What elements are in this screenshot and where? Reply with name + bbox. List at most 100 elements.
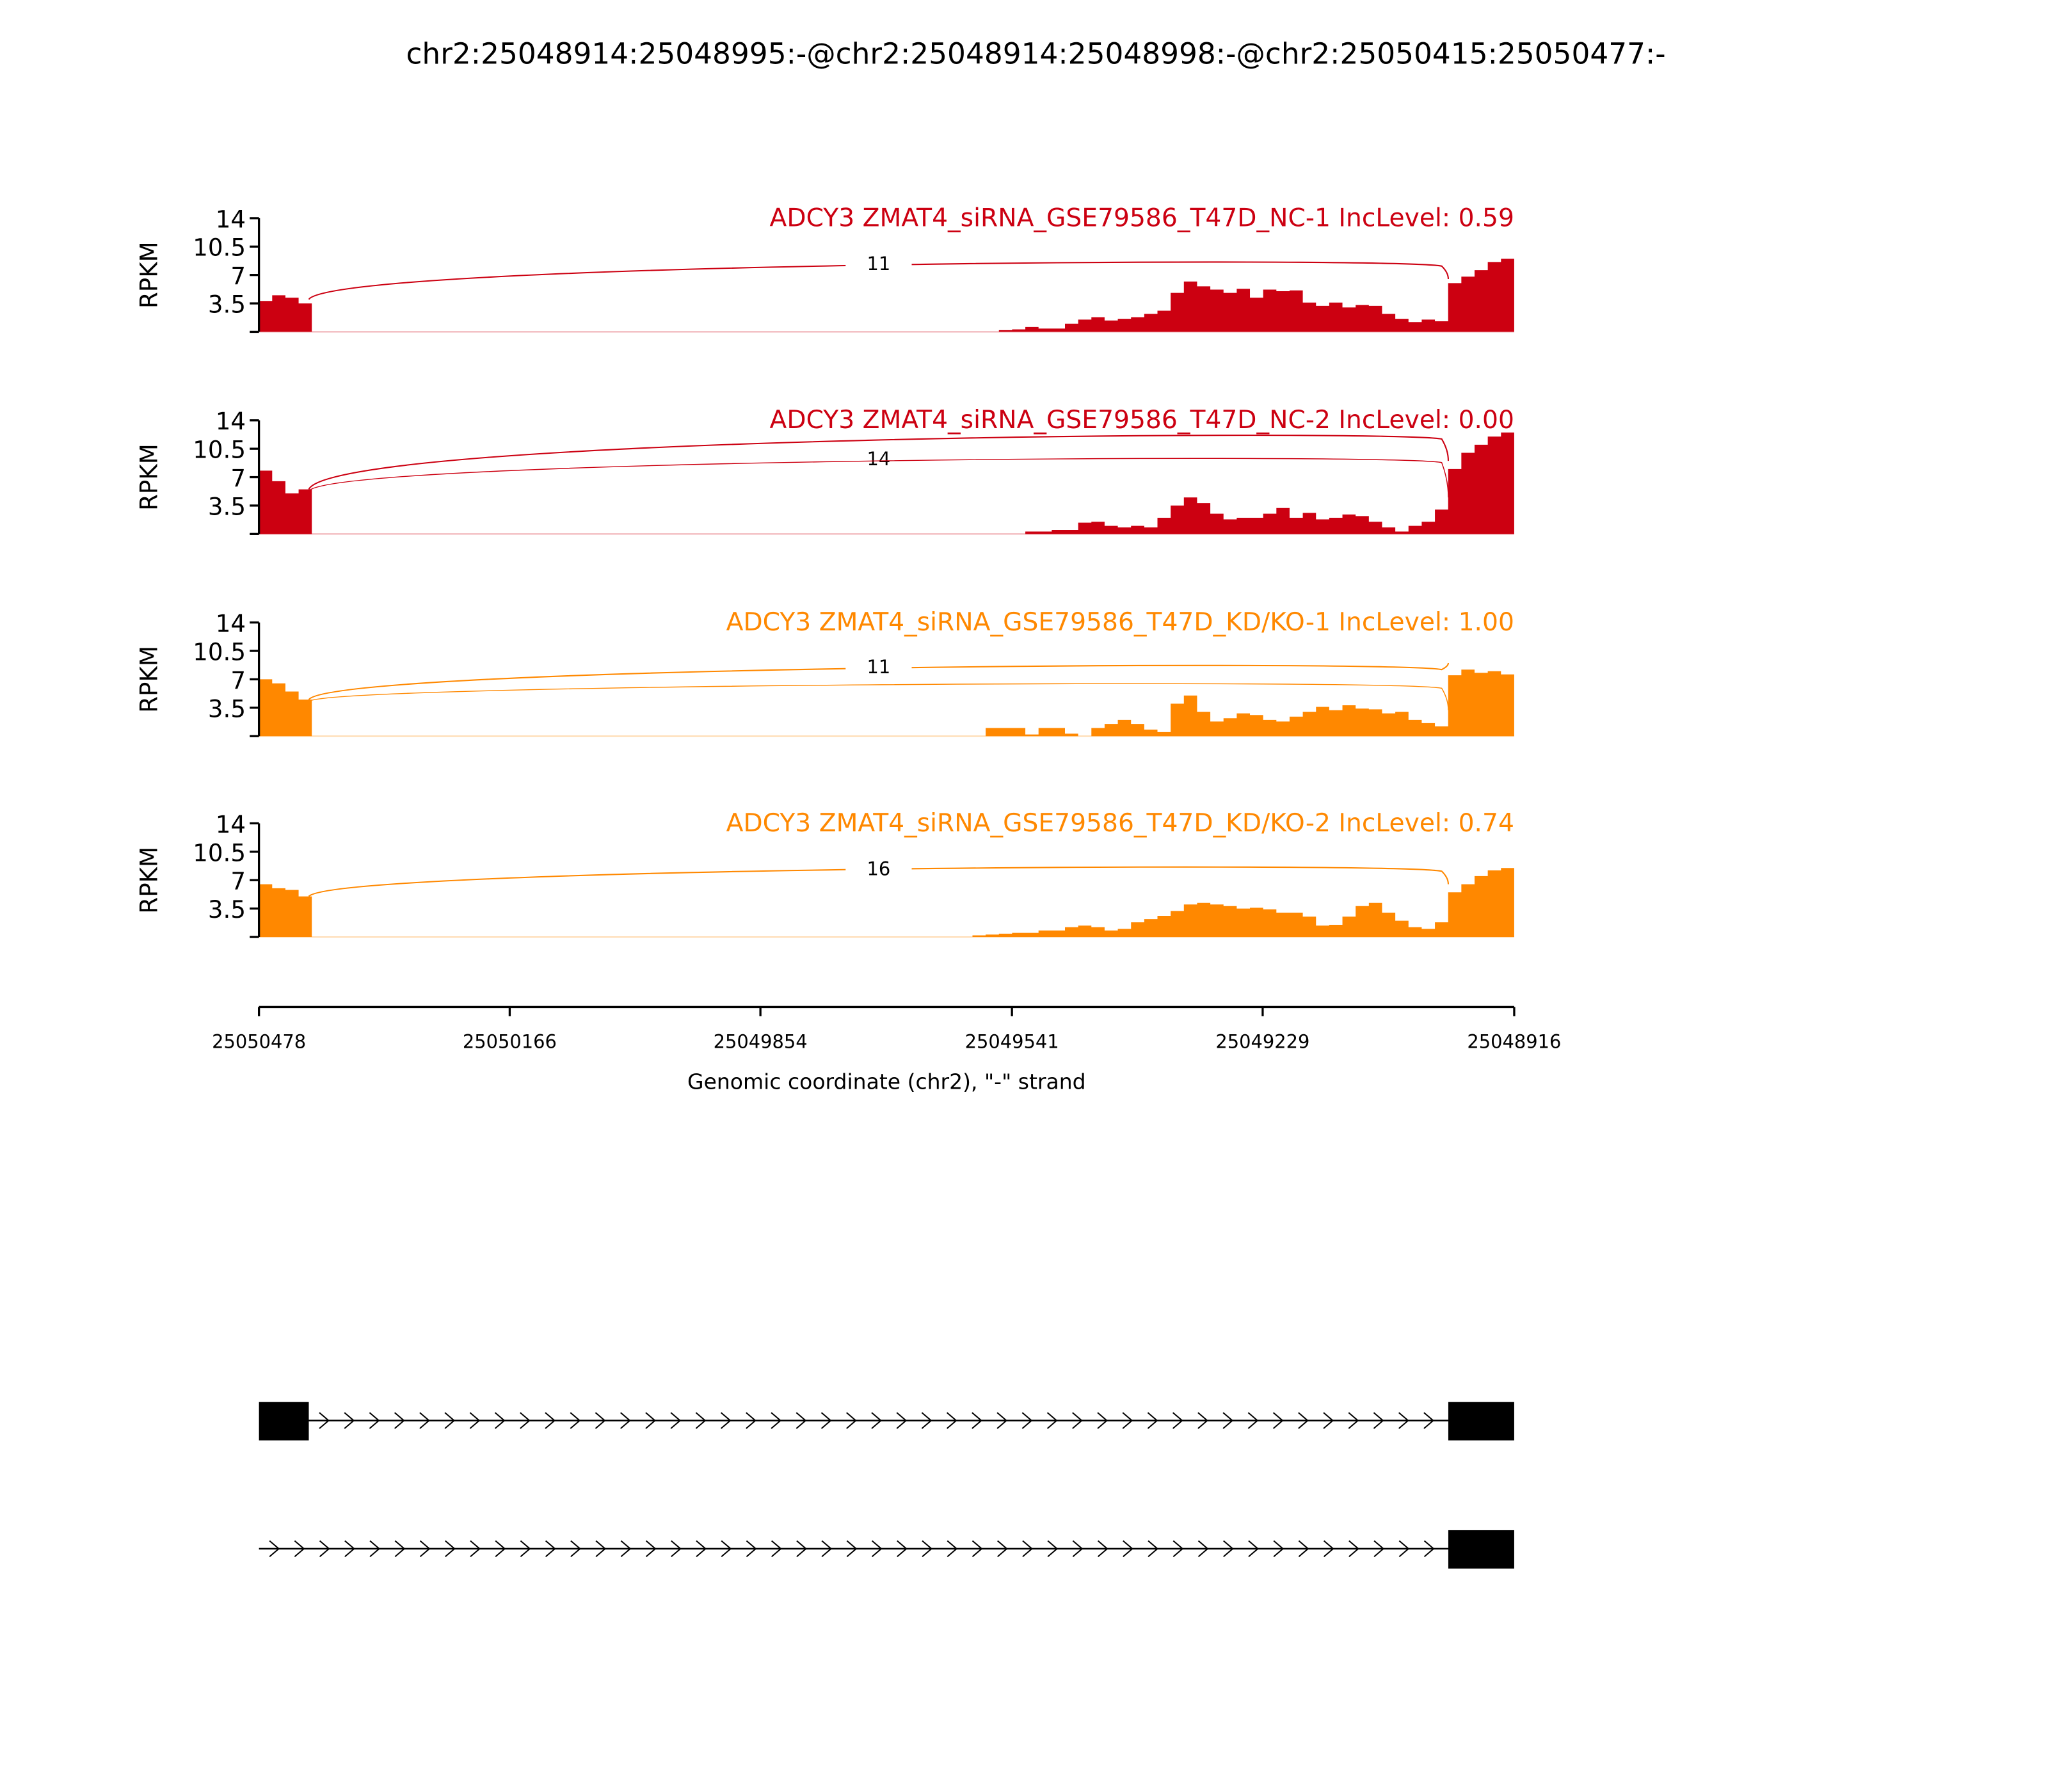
y-tick-label: 14 (216, 408, 246, 435)
strand-chevron (545, 1540, 556, 1558)
strand-chevron (1248, 1540, 1260, 1558)
isoform-2 (259, 1530, 1514, 1569)
strand-chevron (696, 1540, 707, 1558)
strand-chevron (369, 1412, 380, 1429)
strand-chevron (1323, 1540, 1334, 1558)
strand-chevron (671, 1540, 682, 1558)
strand-chevron (394, 1540, 406, 1558)
strand-chevron (1097, 1412, 1108, 1429)
y-tick-label: 3.5 (208, 291, 246, 319)
strand-chevron (1373, 1412, 1384, 1429)
strand-chevron (444, 1412, 456, 1429)
exon-block (1448, 1402, 1514, 1441)
strand-chevron (796, 1540, 807, 1558)
strand-chevron (1273, 1540, 1284, 1558)
strand-chevron (520, 1412, 531, 1429)
strand-chevron (922, 1540, 933, 1558)
strand-chevron (1398, 1540, 1410, 1558)
strand-chevron (746, 1540, 757, 1558)
junction-arc (308, 458, 1449, 498)
strand-chevron (997, 1540, 1008, 1558)
strand-chevron (846, 1412, 857, 1429)
strand-chevron (796, 1412, 807, 1429)
strand-chevron (1123, 1540, 1133, 1558)
exon-block (259, 1402, 309, 1441)
x-tick-label: 25049854 (714, 1030, 808, 1052)
isoform-1 (259, 1402, 1514, 1441)
strand-chevron (520, 1540, 531, 1558)
strand-chevron (595, 1540, 607, 1558)
strand-chevron (344, 1412, 355, 1429)
strand-chevron (695, 1412, 707, 1429)
y-tick-label: 3.5 (208, 896, 246, 924)
x-tick-label: 25050478 (212, 1030, 306, 1052)
y-axis-label: RPKM (136, 241, 163, 308)
junction-arc (308, 435, 1450, 490)
strand-chevron (545, 1412, 556, 1429)
junction-arc (308, 683, 1449, 710)
strand-chevron (445, 1540, 456, 1558)
strand-chevron (947, 1540, 958, 1558)
junction-label-bg (845, 854, 912, 881)
strand-chevron (1147, 1412, 1158, 1429)
strand-chevron (294, 1540, 305, 1558)
strand-chevron (469, 1412, 481, 1429)
junction-arc (308, 261, 1450, 300)
strand-chevron (996, 1412, 1008, 1429)
x-tick-label: 25048916 (1467, 1030, 1561, 1052)
strand-chevron (670, 1412, 682, 1429)
strand-chevron (871, 1540, 883, 1558)
strand-chevron (1172, 1540, 1184, 1558)
coverage-area (259, 432, 1514, 534)
junction-arc (308, 662, 1450, 700)
strand-chevron (595, 1412, 606, 1429)
strand-chevron (1148, 1540, 1159, 1558)
strand-chevron (1022, 1540, 1033, 1558)
strand-chevron (1047, 1540, 1059, 1558)
strand-chevron (1272, 1412, 1284, 1429)
strand-chevron (1072, 1540, 1084, 1558)
y-tick-label: 7 (230, 465, 246, 492)
y-tick-label: 3.5 (208, 493, 246, 520)
exon-block (1448, 1530, 1514, 1569)
strand-chevron (897, 1540, 908, 1558)
strand-chevron (1046, 1412, 1058, 1429)
strand-chevron (1423, 1540, 1435, 1558)
strand-chevron (972, 1540, 983, 1558)
junction-label-bg (845, 248, 912, 276)
strand-chevron (620, 1540, 632, 1558)
strand-chevron (419, 1540, 431, 1558)
strand-chevron (821, 1540, 833, 1558)
junction-count: 11 (867, 253, 891, 275)
junction-label-bg (845, 652, 912, 679)
strand-chevron (419, 1412, 430, 1429)
strand-chevron (1423, 1412, 1434, 1429)
x-tick-label: 25049229 (1215, 1030, 1309, 1052)
strand-chevron (1298, 1540, 1309, 1558)
strand-chevron (1348, 1540, 1359, 1558)
chart-title: chr2:25048914:25048995:-@chr2:25048914:2… (406, 36, 1665, 70)
strand-chevron (1097, 1540, 1108, 1558)
y-axis-label: RPKM (136, 646, 163, 713)
junction-label-bg (845, 444, 912, 471)
y-tick-label: 10.5 (193, 436, 246, 464)
y-tick-label: 7 (230, 667, 246, 694)
y-tick-label: 14 (216, 811, 246, 838)
strand-chevron (319, 1412, 330, 1429)
strand-chevron (1197, 1540, 1209, 1558)
junction-arc (308, 866, 1450, 897)
strand-chevron (394, 1412, 405, 1429)
sample-label: ADCY3 ZMAT4_siRNA_GSE79586_T47D_KD/KO-1 … (726, 608, 1514, 637)
strand-chevron (1373, 1540, 1385, 1558)
x-axis: 25050478 25050166 25049854 25049541 25049229… (212, 1005, 1561, 1052)
strand-chevron (344, 1540, 355, 1558)
strand-chevron (620, 1412, 631, 1429)
y-tick-label: 14 (216, 205, 246, 233)
x-axis-label: Genomic coordinate (chr2), "-" strand (687, 1069, 1086, 1094)
strand-chevron (570, 1540, 581, 1558)
